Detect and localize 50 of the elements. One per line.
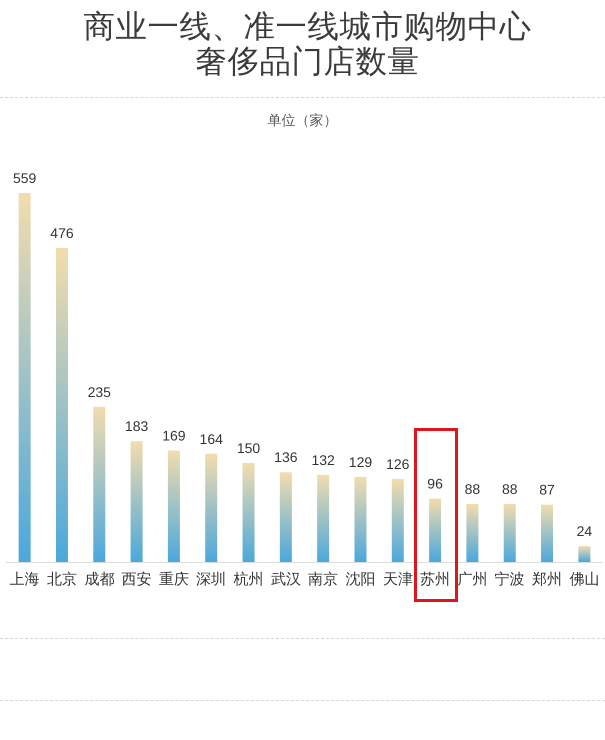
x-tick-label: 苏州 — [420, 571, 450, 588]
bar — [317, 474, 330, 562]
data-label: 136 — [274, 449, 298, 466]
x-tick-label: 郑州 — [532, 571, 562, 588]
x-tick-label: 深圳 — [196, 571, 226, 588]
x-tick-label: 杭州 — [232, 571, 264, 588]
x-tick-label: 成都 — [84, 571, 114, 588]
bar — [578, 546, 590, 562]
bar — [466, 504, 478, 562]
x-tick-label: 天津 — [382, 571, 413, 588]
data-label: 235 — [88, 384, 112, 400]
data-label: 183 — [124, 418, 148, 434]
bar — [392, 478, 404, 562]
data-label: 88 — [502, 480, 518, 497]
x-tick-label: 佛山 — [569, 571, 600, 588]
data-label: 559 — [12, 170, 37, 186]
data-label: 169 — [162, 427, 186, 444]
data-label: 24 — [576, 523, 592, 540]
data-label: 126 — [386, 456, 410, 472]
data-label: 88 — [464, 480, 480, 497]
chart-title: 商业一线、准一线城市购物中心奢侈品门店数量 — [82, 8, 532, 79]
data-label: 87 — [539, 482, 556, 498]
x-tick-label: 北京 — [46, 571, 77, 588]
data-label: 96 — [427, 476, 444, 492]
x-tick-label: 沈阳 — [345, 571, 376, 588]
bar — [541, 504, 554, 562]
bar — [130, 441, 143, 562]
x-tick-label: 武汉 — [270, 571, 301, 588]
x-tick-label: 宁波 — [494, 571, 525, 588]
data-label: 150 — [236, 440, 260, 456]
data-label: 164 — [200, 430, 224, 447]
x-tick-label: 上海 — [10, 571, 40, 588]
bar — [504, 504, 516, 562]
data-label: 476 — [50, 224, 74, 241]
x-tick-label: 广州 — [457, 571, 488, 588]
bar — [429, 498, 442, 562]
bar — [56, 248, 68, 562]
x-tick-label: 南京 — [308, 571, 338, 588]
bar — [242, 463, 255, 562]
bar — [93, 406, 106, 562]
bar — [18, 193, 31, 562]
x-tick-label: 重庆 — [158, 571, 189, 588]
x-tick-label: 西安 — [122, 571, 152, 588]
bar — [168, 450, 180, 562]
data-label: 132 — [311, 452, 336, 468]
chart-subtitle: 单位（家） — [266, 111, 338, 129]
bar — [354, 476, 366, 562]
bar — [205, 454, 218, 562]
data-label: 129 — [348, 454, 372, 470]
bar — [280, 472, 292, 562]
